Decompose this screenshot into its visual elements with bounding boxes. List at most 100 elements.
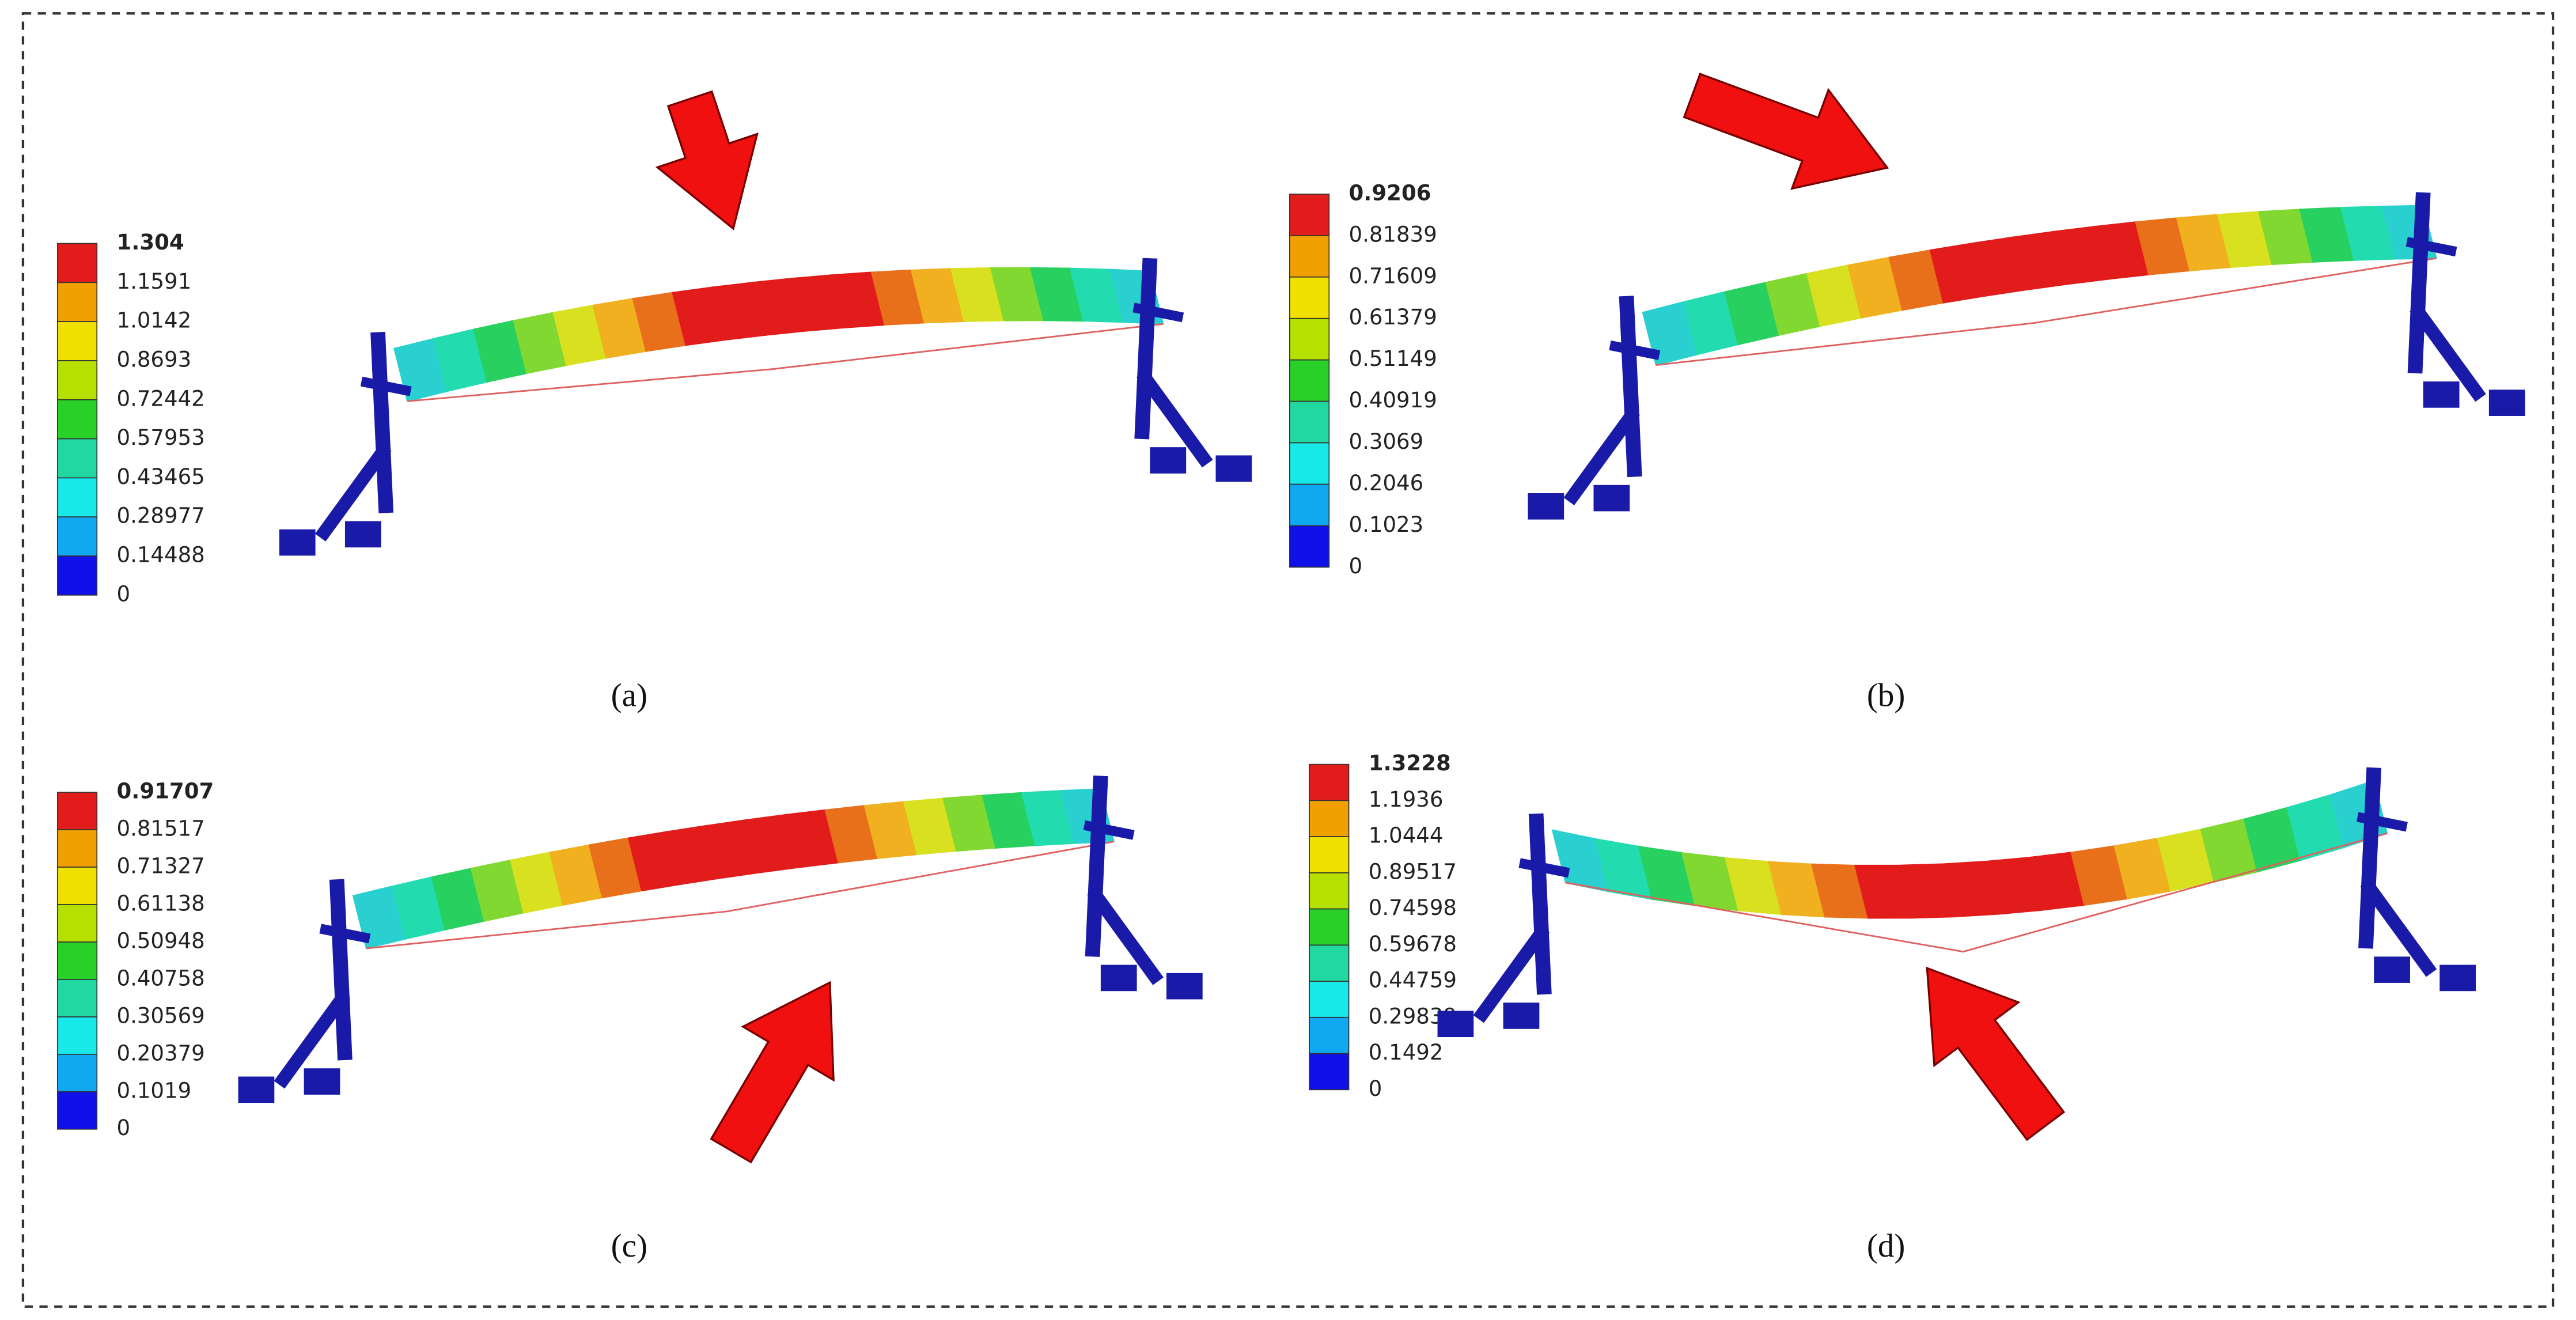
load-arrow bbox=[655, 90, 759, 230]
legend-bin bbox=[56, 243, 98, 283]
legend-label: 0.81517 bbox=[116, 816, 204, 841]
load-arrow bbox=[1683, 73, 1889, 190]
legend-bin bbox=[56, 516, 98, 557]
legend-bin bbox=[56, 1091, 98, 1130]
legend-label: 0.44759 bbox=[1369, 968, 1457, 993]
legend-bin bbox=[56, 438, 98, 479]
legend-bin bbox=[56, 555, 98, 596]
legend-label: 0.40758 bbox=[116, 966, 204, 990]
support-brace bbox=[274, 990, 351, 1089]
legend-label: 0.61379 bbox=[1349, 305, 1437, 330]
legend-bin bbox=[56, 399, 98, 440]
load-arrow bbox=[710, 981, 835, 1164]
legend-bin bbox=[56, 282, 98, 322]
legend-label: 1.0444 bbox=[1369, 823, 1444, 848]
support-brace bbox=[1136, 369, 1213, 468]
legend-label: 0.81839 bbox=[1349, 222, 1437, 247]
panel: 0.9206 0.81839 0.71609 0.61379 0.51149 0.4091… bbox=[1289, 73, 2525, 714]
support-foot bbox=[304, 1068, 340, 1095]
legend-label: 0.3069 bbox=[1349, 429, 1424, 454]
legend-bin bbox=[56, 904, 98, 943]
legend-label: 0.59678 bbox=[1369, 932, 1457, 956]
support-post bbox=[370, 331, 394, 513]
load-arrow bbox=[1926, 966, 2066, 1141]
load-arrow-shape bbox=[1926, 966, 2066, 1141]
legend-label: 0 bbox=[1369, 1076, 1382, 1101]
legend-bin bbox=[1289, 317, 1330, 361]
beam-truss bbox=[1565, 833, 2388, 953]
legend-bin bbox=[56, 979, 98, 1018]
legend-label: 0.30569 bbox=[116, 1003, 204, 1028]
support-arm bbox=[1132, 302, 1184, 323]
legend-label: 0.14488 bbox=[116, 543, 204, 568]
legend-label: 0.1019 bbox=[116, 1078, 191, 1103]
legend-label: 0.51149 bbox=[1349, 346, 1437, 371]
support-post bbox=[1528, 813, 1552, 995]
legend-label: 0.2046 bbox=[1349, 471, 1424, 496]
support-post bbox=[2358, 767, 2382, 949]
legend-bin bbox=[56, 1053, 98, 1092]
legend-label: 1.1936 bbox=[1369, 787, 1444, 812]
panel-caption: (d) bbox=[1867, 1228, 1906, 1264]
panel-caption: (c) bbox=[611, 1228, 647, 1264]
legend-label: 1.1591 bbox=[116, 269, 191, 294]
legend-label: 0.74598 bbox=[1369, 895, 1457, 920]
legend-label: 1.304 bbox=[116, 230, 184, 255]
load-arrow-shape bbox=[1683, 73, 1889, 190]
support-foot bbox=[1437, 1011, 1474, 1038]
legend-label: 0.91707 bbox=[116, 779, 214, 804]
support-post bbox=[1134, 258, 1158, 440]
legend-bin bbox=[56, 321, 98, 361]
support-foot bbox=[279, 529, 316, 556]
legend-label: 0.71609 bbox=[1349, 263, 1437, 288]
legend-bin bbox=[1289, 525, 1330, 568]
support-foot bbox=[344, 521, 381, 548]
legend-bin bbox=[1309, 800, 1350, 837]
support-foot bbox=[1503, 1003, 1540, 1029]
legend-label: 0.61138 bbox=[116, 891, 204, 916]
legend-bin bbox=[1309, 763, 1350, 801]
support-arm bbox=[360, 376, 412, 396]
legend-label: 1.0142 bbox=[116, 308, 191, 333]
support-brace bbox=[2410, 304, 2486, 402]
panel-caption: (a) bbox=[611, 678, 647, 714]
legend-label: 0 bbox=[116, 581, 130, 606]
beam-truss bbox=[1656, 257, 2437, 366]
legend-bin bbox=[1289, 483, 1330, 527]
panel: 0.91707 0.81517 0.71327 0.61138 0.50948 0.407… bbox=[56, 775, 1203, 1264]
support-arm bbox=[2405, 237, 2457, 257]
legend-label: 0.71327 bbox=[116, 854, 204, 879]
support-foot bbox=[2423, 381, 2460, 408]
support-arm bbox=[2357, 812, 2408, 832]
support-arm bbox=[1609, 340, 1661, 360]
support-foot bbox=[1593, 485, 1630, 512]
legend-bin bbox=[1309, 981, 1350, 1018]
legend-label: 0.40919 bbox=[1349, 388, 1437, 413]
support-post bbox=[2407, 192, 2431, 374]
panel: 1.304 1.1591 1.0142 0.8693 0.72442 0.57953 0.4… bbox=[56, 90, 1252, 714]
support-brace bbox=[1473, 925, 1550, 1023]
beam-truss bbox=[366, 841, 1114, 950]
legend-label: 0.57953 bbox=[116, 425, 204, 450]
panel-caption: (b) bbox=[1867, 678, 1906, 714]
legend-label: 0.72442 bbox=[116, 386, 204, 411]
legend-label: 0 bbox=[1349, 554, 1363, 578]
legend-bin bbox=[56, 941, 98, 980]
support-brace bbox=[315, 443, 392, 542]
support-arm bbox=[319, 924, 371, 944]
legend-label: 0 bbox=[116, 1115, 130, 1140]
support-foot bbox=[1166, 973, 1203, 1000]
support-foot bbox=[238, 1076, 275, 1103]
support-foot bbox=[2374, 956, 2410, 983]
legend-label: 0.1492 bbox=[1369, 1040, 1444, 1065]
support-arm bbox=[1083, 820, 1135, 840]
support-post bbox=[329, 879, 353, 1061]
legend-label: 0.43465 bbox=[116, 464, 204, 489]
legend-bin bbox=[56, 1016, 98, 1055]
figure-border bbox=[21, 12, 2555, 1308]
load-arrow-shape bbox=[655, 90, 759, 230]
panel: 1.3228 1.1936 1.0444 0.89517 0.74598 0.59678 0… bbox=[1309, 751, 2476, 1264]
legend-bin bbox=[1289, 359, 1330, 402]
support-foot bbox=[1528, 493, 1564, 520]
